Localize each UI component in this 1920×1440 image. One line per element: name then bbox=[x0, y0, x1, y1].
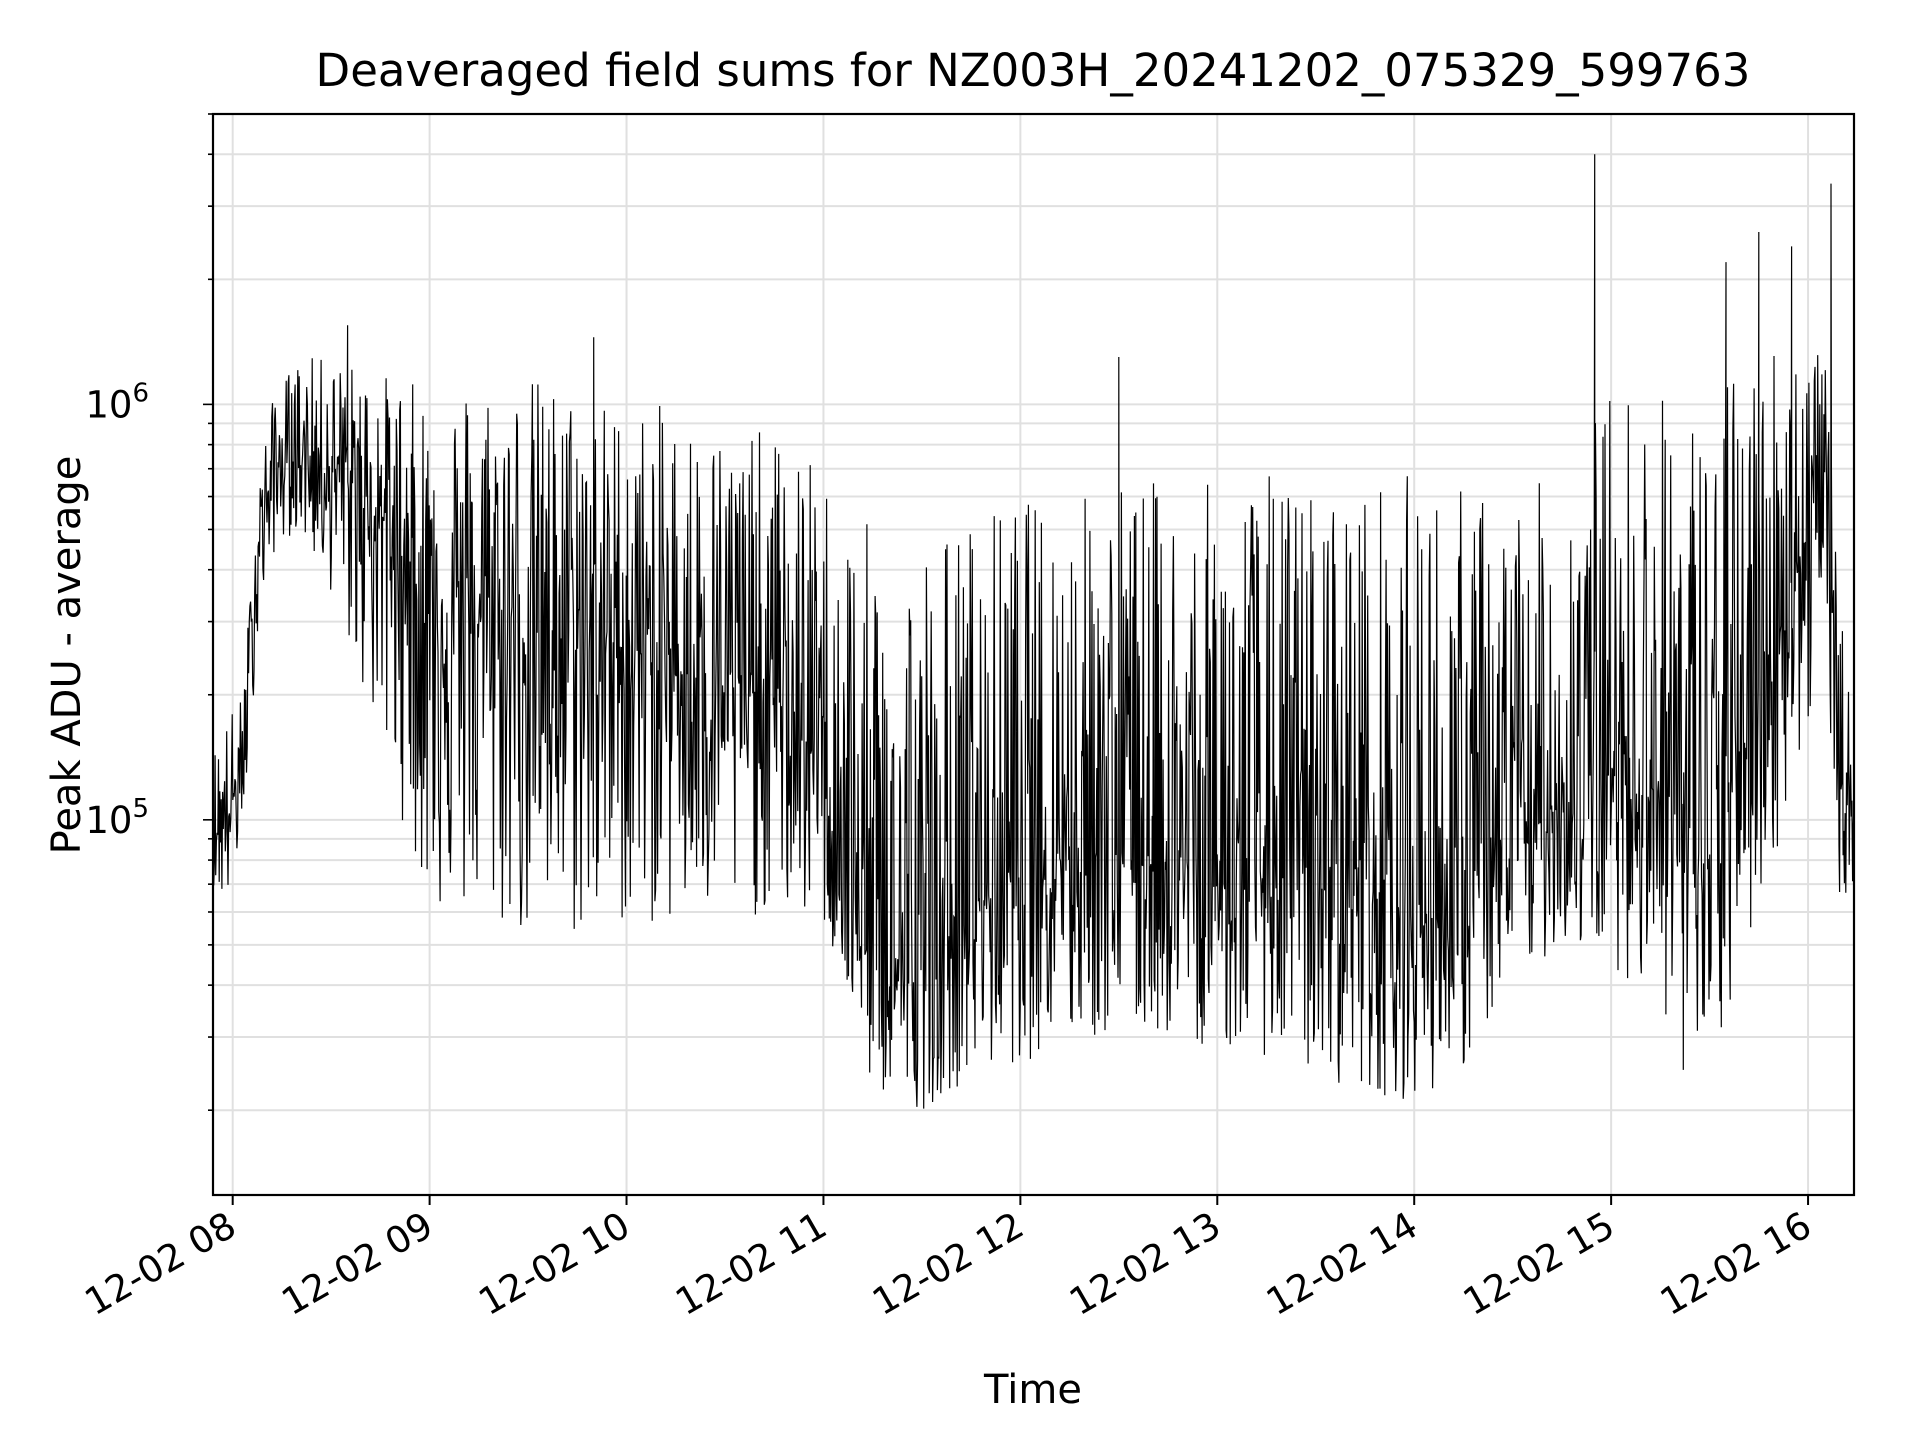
chart-title: Deaveraged field sums for NZ003H_2024120… bbox=[316, 44, 1751, 97]
y-axis-label: Peak ADU - average bbox=[44, 456, 90, 855]
y-tick-exponent: 6 bbox=[132, 378, 149, 408]
plot-frame bbox=[211, 112, 1856, 1197]
y-tick-base: 10 bbox=[85, 383, 132, 426]
y-tick-exponent: 5 bbox=[132, 794, 149, 824]
data-layer bbox=[212, 154, 1855, 1109]
series-line bbox=[212, 154, 1855, 1109]
y-tick-label: 105 bbox=[85, 794, 149, 842]
x-axis-label: Time bbox=[983, 1367, 1082, 1413]
y-tick-label: 106 bbox=[85, 378, 149, 426]
y-tick-base: 10 bbox=[85, 799, 132, 842]
